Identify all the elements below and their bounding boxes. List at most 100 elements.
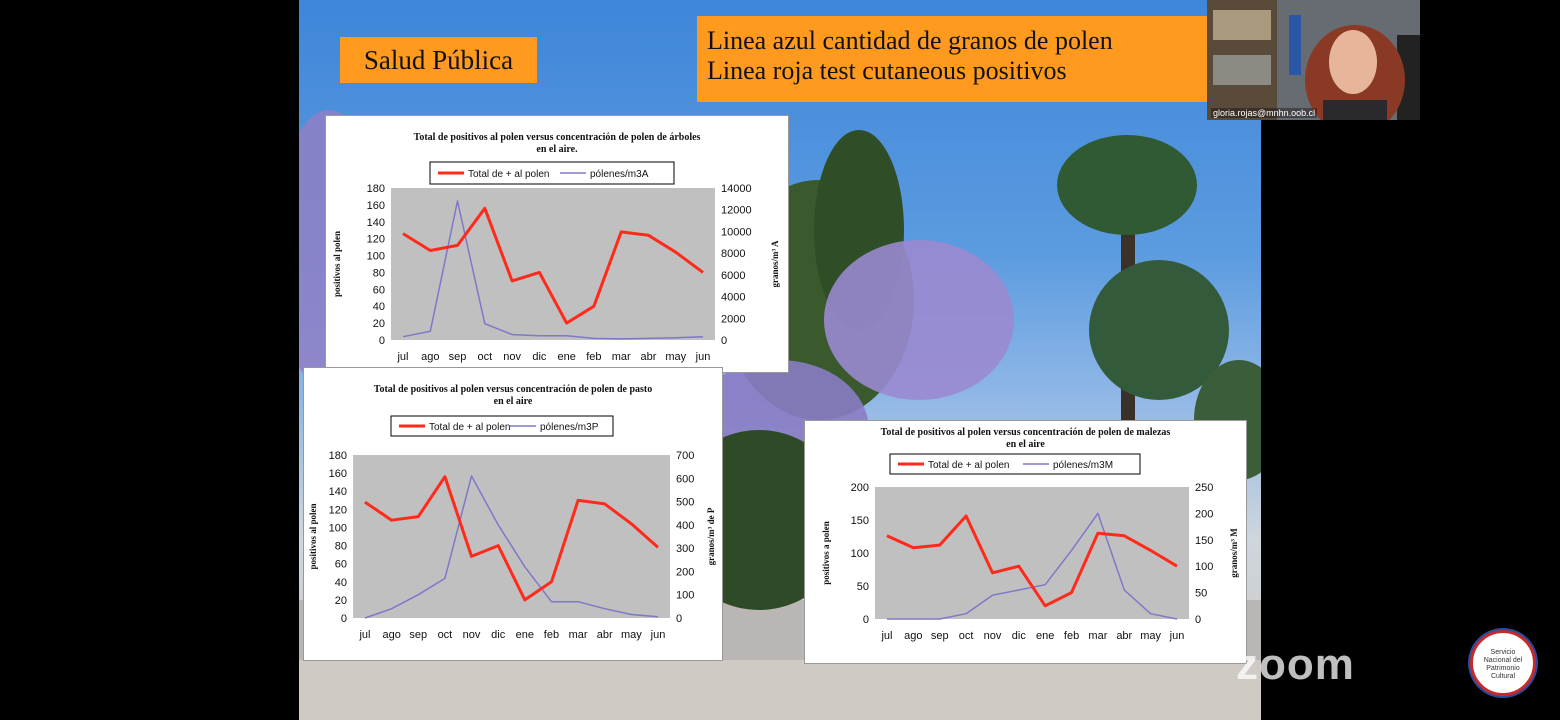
- y-tick-label: 20: [373, 318, 385, 330]
- y-tick-label: 0: [379, 335, 385, 347]
- y2-axis-label: granos/m³ M: [1229, 528, 1239, 578]
- y2-tick-label: 0: [676, 613, 682, 625]
- y2-axis-label: granos/m³ de P: [706, 507, 716, 565]
- x-tick-label: mar: [569, 629, 588, 641]
- x-tick-label: may: [621, 629, 642, 641]
- legend-label: Total de + al polen: [928, 460, 1009, 471]
- y-tick-label: 160: [367, 200, 385, 212]
- chart-legend: [429, 161, 675, 185]
- chart-title: Total de positivos al polen versus conce…: [414, 132, 701, 143]
- x-tick-label: feb: [1064, 630, 1079, 642]
- patrimonio-logo: Servicio Nacional del Patrimonio Cultura…: [1470, 630, 1536, 696]
- x-tick-label: ene: [1036, 630, 1054, 642]
- chart-pasto: Total de positivos al polen versus conce…: [308, 384, 716, 641]
- zoom-watermark: zoom: [1236, 640, 1355, 689]
- y-tick-label: 40: [373, 301, 385, 313]
- x-tick-label: dic: [491, 629, 506, 641]
- y2-tick-label: 0: [1195, 614, 1201, 626]
- y2-tick-label: 400: [676, 520, 694, 532]
- chart-title: Total de positivos al polen versus conce…: [881, 427, 1171, 438]
- y-tick-label: 100: [851, 548, 869, 560]
- y2-tick-label: 100: [1195, 561, 1213, 573]
- y2-tick-label: 50: [1195, 588, 1207, 600]
- presentation-slide: Salud Pública Linea azul cantidad de gra…: [299, 0, 1261, 720]
- y-tick-label: 60: [373, 284, 385, 296]
- x-tick-label: nov: [503, 351, 521, 363]
- y-tick-label: 0: [863, 614, 869, 626]
- x-tick-label: ago: [421, 351, 439, 363]
- y-tick-label: 180: [329, 450, 347, 462]
- y-tick-label: 0: [341, 613, 347, 625]
- participant-name: gloria.rojas@mnhn.oob.cl: [1211, 108, 1318, 118]
- participant-video: [1207, 0, 1420, 120]
- participant-video-tile[interactable]: gloria.rojas@mnhn.oob.cl: [1207, 0, 1420, 120]
- y-tick-label: 120: [329, 504, 347, 516]
- y-tick-label: 80: [373, 267, 385, 279]
- plot-area: [391, 188, 715, 340]
- chart-title: en el aire: [494, 396, 533, 407]
- y-axis-label: positivos al polen: [332, 231, 342, 297]
- x-tick-label: oct: [438, 629, 453, 641]
- legend-label: pólenes/m3M: [1053, 460, 1113, 471]
- x-tick-label: dic: [1012, 630, 1027, 642]
- series-line-positivos: [886, 514, 1178, 608]
- plot-area: [875, 487, 1189, 619]
- chart-legend: [390, 415, 614, 437]
- y-tick-label: 100: [367, 251, 385, 263]
- y2-tick-label: 150: [1195, 535, 1213, 547]
- chart-malezas: Total de positivos al polen versus conce…: [821, 427, 1239, 642]
- plot-area: [353, 455, 670, 618]
- chart-panel-pasto: Total de positivos al polen versus conce…: [303, 367, 723, 661]
- slide-title: Salud Pública: [340, 37, 537, 83]
- x-tick-label: oct: [959, 630, 974, 642]
- legend-line-red: Linea roja test cutaneous positivos: [707, 56, 1067, 85]
- y-tick-label: 60: [335, 559, 347, 571]
- x-tick-label: ene: [516, 629, 534, 641]
- y2-tick-label: 10000: [721, 226, 752, 238]
- x-tick-label: may: [1140, 630, 1161, 642]
- y2-tick-label: 2000: [721, 313, 745, 325]
- y-tick-label: 140: [367, 217, 385, 229]
- y2-axis-label: granos/m³ A: [770, 240, 780, 287]
- x-tick-label: abr: [1116, 630, 1132, 642]
- y-tick-label: 200: [851, 482, 869, 494]
- y-tick-label: 80: [335, 541, 347, 553]
- y-axis-label: positivos al polen: [308, 503, 318, 569]
- y-tick-label: 100: [329, 522, 347, 534]
- chart-arboles: Total de positivos al polen versus conce…: [332, 132, 780, 363]
- y2-tick-label: 700: [676, 450, 694, 462]
- x-tick-label: may: [665, 351, 686, 363]
- y2-tick-label: 200: [1195, 508, 1213, 520]
- chart-title: Total de positivos al polen versus conce…: [374, 384, 653, 395]
- x-tick-label: feb: [544, 629, 559, 641]
- x-tick-label: sep: [409, 629, 427, 641]
- x-tick-label: jul: [358, 629, 370, 641]
- x-tick-label: dic: [532, 351, 547, 363]
- y2-tick-label: 200: [676, 566, 694, 578]
- y-tick-label: 150: [851, 515, 869, 527]
- y-axis-label: positivos a polen: [821, 521, 831, 585]
- y2-tick-label: 4000: [721, 292, 745, 304]
- y2-tick-label: 8000: [721, 248, 745, 260]
- chart-title: en el aire: [1006, 439, 1045, 450]
- y-tick-label: 120: [367, 234, 385, 246]
- y2-tick-label: 300: [676, 543, 694, 555]
- x-tick-label: jun: [650, 629, 666, 641]
- x-tick-label: abr: [597, 629, 613, 641]
- x-tick-label: jun: [1169, 630, 1185, 642]
- y2-tick-label: 500: [676, 497, 694, 509]
- x-tick-label: feb: [586, 351, 601, 363]
- legend-label: Total de + al polen: [468, 169, 549, 180]
- x-tick-label: ago: [904, 630, 922, 642]
- y-tick-label: 50: [857, 581, 869, 593]
- y-tick-label: 160: [329, 468, 347, 480]
- x-tick-label: jun: [695, 351, 711, 363]
- y-tick-label: 20: [335, 595, 347, 607]
- y-tick-label: 40: [335, 577, 347, 589]
- x-tick-label: jul: [396, 351, 408, 363]
- slide-legend-note: Linea azul cantidad de granos de polen L…: [697, 16, 1207, 102]
- chart-panel-malezas: Total de positivos al polen versus conce…: [804, 420, 1247, 664]
- legend-line-blue: Linea azul cantidad de granos de polen: [707, 26, 1113, 55]
- x-tick-label: abr: [641, 351, 657, 363]
- x-tick-label: mar: [1088, 630, 1107, 642]
